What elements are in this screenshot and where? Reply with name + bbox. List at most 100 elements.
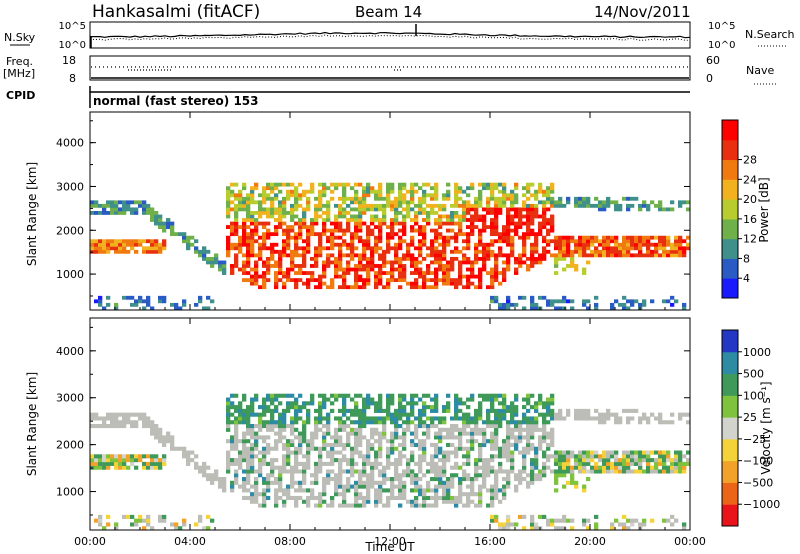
power-cell [370,232,375,237]
power-cell [362,278,367,283]
velocity-cell [466,503,471,508]
power-cell [558,246,563,251]
velocity-cell [226,427,231,432]
velocity-cell [430,495,435,501]
velocity-cell [330,435,335,440]
velocity-cell [326,416,331,421]
velocity-cell [638,450,643,455]
velocity-cell [490,488,495,493]
power-cell [174,302,179,307]
power-cell [402,232,407,237]
velocity-cell [486,461,491,466]
velocity-cell [402,431,407,436]
nsearch-label: N.Search [745,28,795,41]
velocity-cell [266,450,271,455]
power-cell [670,253,675,258]
velocity-cell [594,522,599,527]
velocity-cell [494,420,499,425]
power-cell [434,278,439,283]
power-cell [318,207,323,212]
velocity-cell [286,450,291,455]
velocity-cell [294,480,299,485]
velocity-cell [586,458,591,463]
power-cell [98,302,103,307]
power-cell [166,221,171,226]
velocity-cell [274,480,279,485]
power-cell [366,225,371,229]
power-cell [326,207,331,212]
velocity-cell [258,427,263,432]
power-cell [314,246,319,251]
velocity-cell [662,458,667,463]
velocity-cell [518,420,523,425]
velocity-cell [414,503,419,508]
power-cell [482,186,487,191]
power-cell [150,207,155,212]
velocity-cell [366,439,371,444]
velocity-cell [314,424,319,429]
velocity-cell [274,458,279,463]
velocity-cell [238,405,243,410]
velocity-cell [630,522,635,527]
velocity-cell [274,405,279,410]
velocity-cell [330,469,335,474]
power-cell [454,200,459,205]
velocity-cell [158,514,163,519]
velocity-cell [134,412,139,417]
velocity-cell [334,431,339,436]
velocity-cell [106,454,111,459]
power-cell [330,228,335,233]
velocity-cell [582,465,587,470]
velocity-cell [358,424,363,429]
power-cell [474,218,479,222]
power-cell [446,260,451,265]
power-cell [210,256,215,261]
velocity-cell [126,465,131,470]
colorbar-swatch [722,199,738,220]
velocity-cell [194,465,199,470]
power-cell [506,221,511,226]
velocity-cell [394,484,399,489]
power-cell [530,264,535,268]
power-cell [322,218,327,222]
velocity-cell [434,454,439,459]
power-cell [126,295,131,300]
velocity-cell [678,458,683,463]
power-cell [678,235,683,240]
velocity-cell [366,401,371,406]
power-cell [294,246,299,251]
velocity-cell [546,446,551,451]
velocity-cell [462,473,467,478]
velocity-cell [670,420,675,425]
power-cell [454,278,459,283]
power-cell [238,203,243,208]
velocity-cell [414,495,419,501]
power-cell [514,200,519,205]
velocity-cell [670,522,675,527]
power-cell [670,242,675,247]
power-cell [578,235,583,240]
velocity-cell [154,465,159,470]
velocity-cell [466,473,471,478]
y-tick-label: 1000 [56,268,84,281]
velocity-cell [446,401,451,406]
power-cell [522,186,527,191]
power-cell [378,218,383,222]
power-cell [486,200,491,205]
velocity-cell [530,458,535,463]
power-cell [602,203,607,208]
power-cell [510,221,515,226]
power-cell [634,299,639,304]
power-cell [522,235,527,240]
velocity-cell [134,424,139,429]
velocity-cell [122,424,127,429]
velocity-cell [150,427,155,432]
power-cell [354,271,359,275]
power-cell [438,232,443,237]
power-cell [422,285,427,290]
velocity-cell [286,454,291,459]
x-tick-label: 00:00 [74,535,106,548]
velocity-cell [386,405,391,410]
power-cell [378,186,383,191]
velocity-cell [498,454,503,459]
